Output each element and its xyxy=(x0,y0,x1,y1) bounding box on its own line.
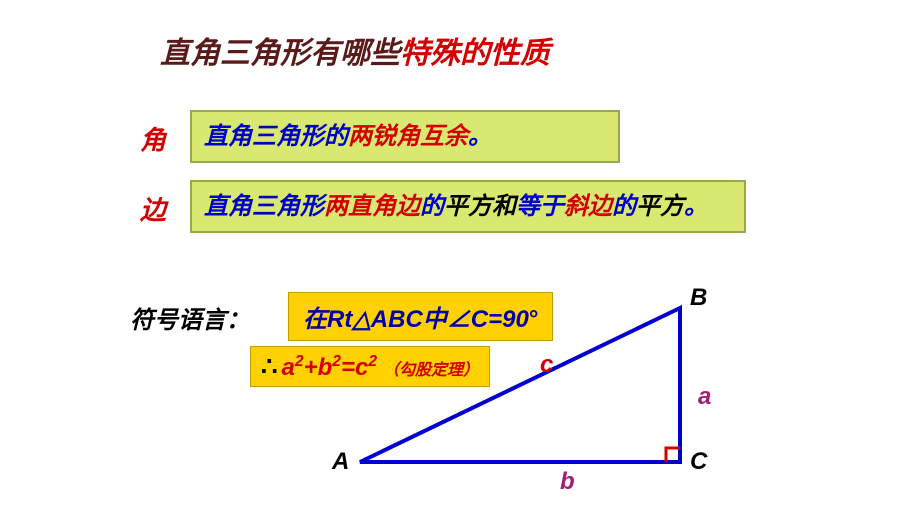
side-a-label: a xyxy=(698,383,711,411)
vertex-b-label: B xyxy=(690,284,707,312)
right-triangle-diagram xyxy=(0,0,920,518)
vertex-c-label: C xyxy=(690,448,707,476)
side-b-label: b xyxy=(560,468,575,496)
vertex-a-label: A xyxy=(332,448,349,476)
side-c-label: c xyxy=(540,351,553,379)
